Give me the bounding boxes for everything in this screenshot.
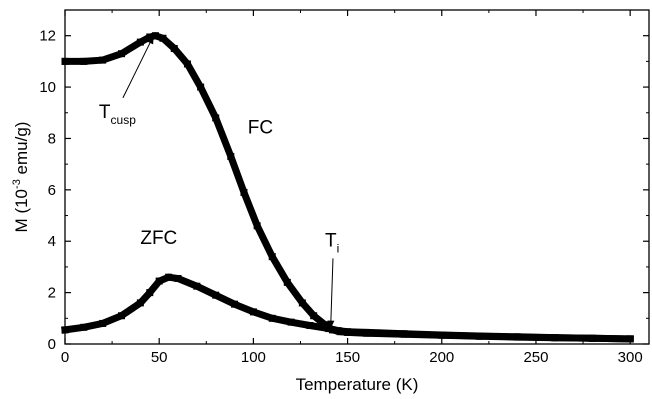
y-tick-label: 10 [39,79,56,96]
annotation-arrowhead [327,320,335,329]
data-point [118,312,126,320]
x-tick-label: 0 [61,349,69,366]
annotation-text: T [325,230,337,251]
data-point [475,332,483,340]
data-point [183,60,191,68]
series-layer [61,32,634,343]
annotation-subscript: cusp [111,113,137,127]
x-tick-label: 100 [241,349,266,366]
data-point [310,312,318,320]
annotation-subscript: i [337,241,340,255]
data-point [513,333,521,341]
data-point [136,299,144,307]
data-point [287,318,295,326]
y-axis-title-exponent: -3 [11,179,23,189]
x-tick-label: 50 [151,349,168,366]
data-point [61,326,69,334]
plot-frame [64,9,650,345]
annotation-arrowhead [146,35,154,45]
data-point [170,45,178,53]
annotation-arrow-line [122,35,154,99]
data-point [268,253,276,261]
data-point [588,334,596,342]
y-tick-label: 8 [48,130,56,147]
data-point [174,274,182,282]
x-tick-label: 150 [335,349,360,366]
data-point [240,188,248,196]
data-point [325,325,333,333]
x-axis-title: Temperature (K) [296,375,419,394]
annotation-text: FC [248,117,273,138]
annotation-zfc: ZFC [140,228,177,249]
data-point [146,33,154,41]
x-tick-label: 300 [618,349,643,366]
data-point [334,327,342,335]
data-point [362,328,370,336]
plot-area [64,9,650,345]
data-point [212,114,220,122]
data-point [193,282,201,290]
data-point [551,334,559,342]
y-axis-title: M (10-3 emu/g) [11,122,31,233]
y-axis-title-unit: emu/g) [12,122,31,180]
x-tick-label: 200 [429,349,454,366]
data-point [283,278,291,286]
data-point [159,34,167,42]
data-point [227,152,235,160]
data-point [80,57,88,65]
data-point [344,328,352,336]
y-tick-label: 0 [48,336,56,353]
data-point [231,300,239,308]
data-point [253,222,261,230]
y-tick-label: 12 [39,28,56,45]
y-axis-title-base: M (10 [12,189,31,232]
data-point [165,273,173,281]
data-point [99,319,107,327]
y-tick-label: 6 [48,182,56,199]
data-point [80,323,88,331]
annotation-arrow-line [330,258,334,329]
annotation-text: ZFC [140,228,177,249]
data-point [197,83,205,91]
data-point [146,289,154,297]
data-point [306,322,314,330]
data-point [99,56,107,64]
annotation-fc: FC [248,117,273,138]
data-point [438,331,446,339]
axes: 0 50 100 150 200 250 300 0 2 4 6 8 10 12 Temperature (… [11,10,649,394]
data-point [212,291,220,299]
data-point [136,38,144,46]
y-tick-label: 2 [48,285,56,302]
annotation-tcusp: Tcusp [99,102,136,127]
data-point [298,299,306,307]
data-point [268,314,276,322]
data-point [249,308,257,316]
x-tick-label: 250 [523,349,548,366]
data-point [400,330,408,338]
annotation-ti: Ti [325,230,339,255]
data-point [118,50,126,58]
data-point [155,277,163,285]
y-tick-label: 4 [48,233,56,250]
data-point [151,32,159,40]
annotation-text: T [99,102,111,123]
